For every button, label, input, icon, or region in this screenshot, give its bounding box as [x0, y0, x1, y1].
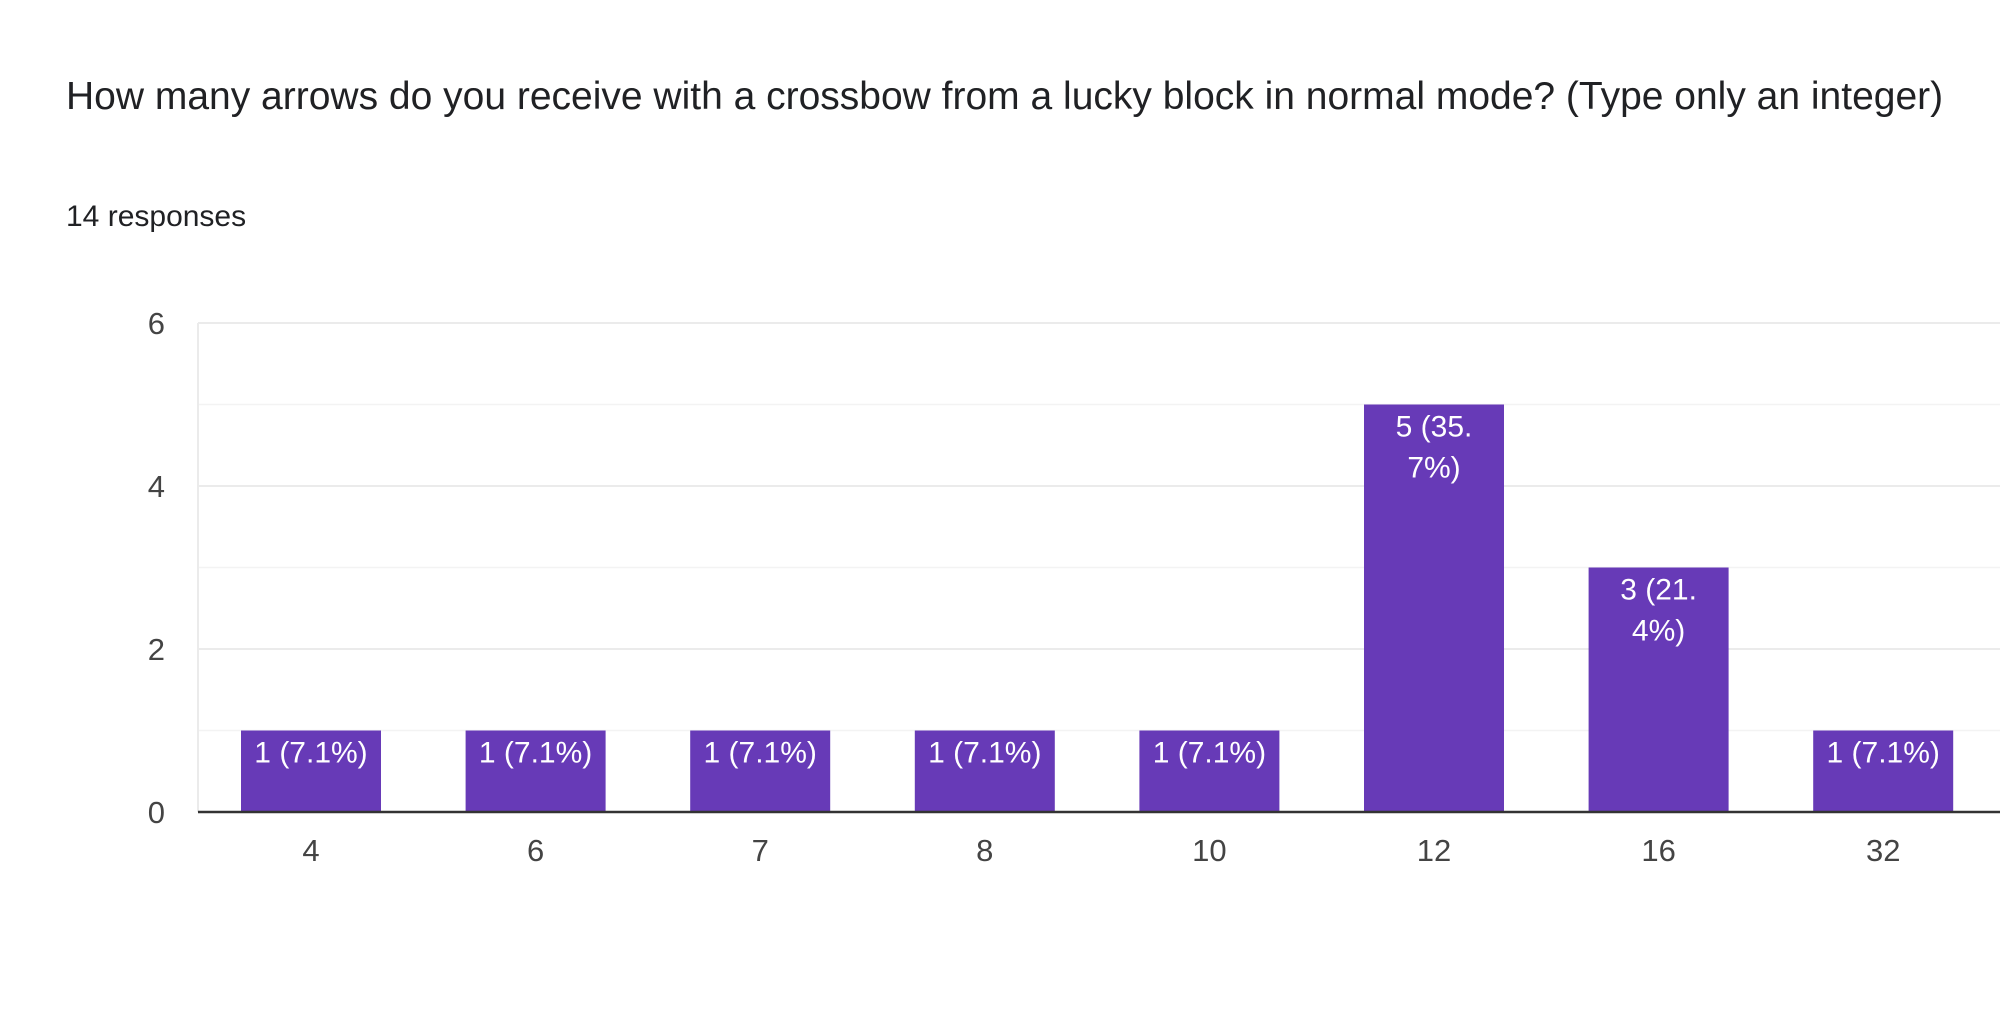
x-tick-label-10: 10	[1192, 833, 1226, 868]
bar-data-label-line: 1 (7.1%)	[1827, 737, 1940, 770]
bar-8	[914, 730, 1055, 812]
bar-data-label-12: 5 (35. 7%)	[1396, 411, 1473, 485]
bar-4	[241, 730, 381, 812]
bar-data-label-7: 1 (7.1%)	[704, 737, 817, 770]
bar-data-label-6: 1 (7.1%)	[479, 737, 592, 770]
x-tick-label-6: 6	[527, 833, 544, 868]
bar-data-labels: 1 (7.1%) 1 (7.1%) 1 (7.1%) 1 (7.1%) 1 (7.1%)…	[254, 411, 1940, 770]
y-tick-label-2: 2	[148, 632, 165, 667]
bar-data-label-8: 1 (7.1%)	[928, 737, 1041, 770]
bar-10	[1139, 730, 1280, 812]
x-tick-label-12: 12	[1417, 833, 1451, 868]
bar-data-label-line: 3 (21.	[1620, 574, 1697, 607]
bar-data-label-4: 1 (7.1%)	[254, 737, 367, 770]
axes: 4 6 7 8 10 12 16 32 0 2 4 6	[148, 306, 2000, 868]
question-title: How many arrows do you receive with a cr…	[66, 75, 1944, 118]
bar-16	[1588, 567, 1729, 812]
bar-data-label-line: 1 (7.1%)	[928, 737, 1041, 770]
bar-data-label-16: 3 (21. 4%)	[1620, 574, 1697, 648]
bar-data-label-10: 1 (7.1%)	[1153, 737, 1266, 770]
y-tick-label-4: 4	[148, 469, 165, 504]
y-tick-label-6: 6	[148, 306, 165, 341]
x-tick-label-32: 32	[1866, 833, 1900, 868]
bar-data-label-line: 5 (35.	[1396, 411, 1473, 444]
x-tick-label-8: 8	[976, 833, 993, 868]
bar-7	[690, 730, 831, 812]
bar-data-label-line: 1 (7.1%)	[704, 737, 817, 770]
bar-data-label-32: 1 (7.1%)	[1827, 737, 1940, 770]
y-tick-label-0: 0	[148, 795, 165, 830]
x-tick-label-4: 4	[302, 833, 319, 868]
bar-data-label-line: 7%)	[1407, 452, 1460, 485]
x-tick-label-16: 16	[1641, 833, 1675, 868]
bar-32	[1813, 730, 1954, 812]
response-count: 14 responses	[66, 200, 247, 233]
x-tick-label-7: 7	[752, 833, 769, 868]
bar-data-label-line: 4%)	[1632, 615, 1685, 648]
bar-data-label-line: 1 (7.1%)	[479, 737, 592, 770]
bar-12	[1364, 404, 1504, 812]
bar-6	[465, 730, 606, 812]
bar-data-label-line: 1 (7.1%)	[1153, 737, 1266, 770]
bars	[241, 404, 1954, 812]
bar-data-label-line: 1 (7.1%)	[254, 737, 367, 770]
